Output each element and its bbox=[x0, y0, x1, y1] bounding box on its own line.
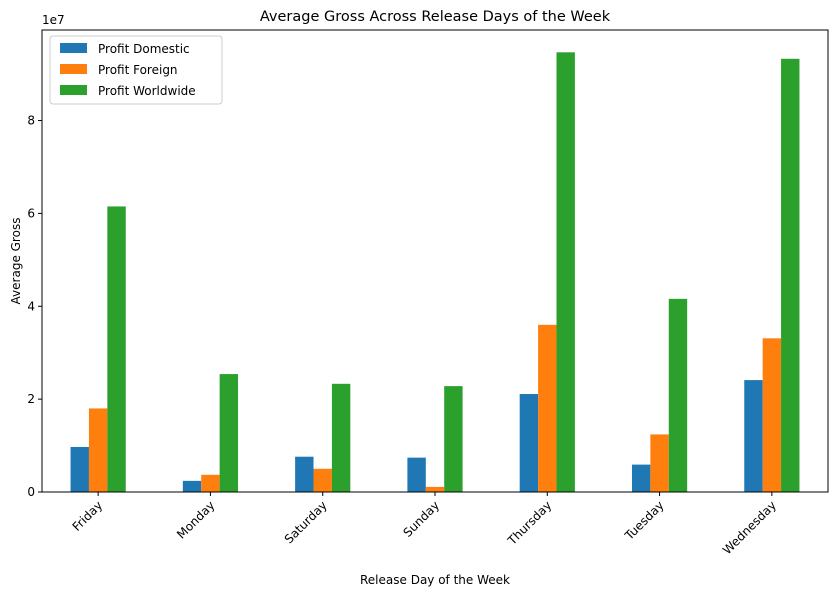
legend-label: Profit Domestic bbox=[98, 42, 190, 56]
bar-profit-domestic bbox=[631, 464, 651, 492]
legend-label: Profit Worldwide bbox=[98, 84, 196, 98]
bar-profit-domestic bbox=[295, 456, 314, 492]
x-tick-label: Thursday bbox=[504, 498, 554, 548]
x-tick-label: Saturday bbox=[282, 498, 330, 546]
y-axis-label: Average Gross bbox=[9, 218, 23, 305]
bar-profit-worldwide bbox=[668, 298, 688, 492]
chart-title: Average Gross Across Release Days of the… bbox=[260, 9, 611, 25]
bar-profit-worldwide bbox=[444, 386, 463, 492]
bar-profit-foreign bbox=[650, 434, 669, 492]
bar-profit-foreign bbox=[313, 468, 332, 492]
y-tick-label: 2 bbox=[27, 392, 35, 406]
bar-profit-worldwide bbox=[556, 52, 575, 492]
bar-profit-domestic bbox=[744, 380, 763, 492]
bar-profit-domestic bbox=[519, 394, 539, 492]
bar-profit-foreign bbox=[538, 324, 557, 492]
plot-frame bbox=[41, 29, 829, 493]
y-offset-label: 1e7 bbox=[42, 13, 65, 27]
bar-profit-foreign bbox=[88, 408, 108, 492]
bar-profit-worldwide bbox=[107, 206, 126, 493]
x-tick-label: Monday bbox=[174, 498, 217, 541]
legend-label: Profit Foreign bbox=[98, 63, 178, 77]
legend-swatch bbox=[60, 64, 87, 74]
y-tick-label: 6 bbox=[27, 206, 35, 220]
bar-profit-worldwide bbox=[219, 374, 239, 492]
bar-profit-domestic bbox=[70, 446, 89, 492]
legend-swatch bbox=[60, 85, 87, 95]
x-axis-label: Release Day of the Week bbox=[360, 573, 510, 587]
legend-box bbox=[49, 35, 223, 105]
x-tick-label: Sunday bbox=[400, 498, 442, 540]
y-tick-label: 0 bbox=[27, 485, 35, 499]
x-tick-label: Friday bbox=[70, 498, 106, 534]
bar-profit-domestic bbox=[407, 457, 426, 492]
bar-profit-foreign bbox=[762, 338, 782, 492]
x-tick-label: Tuesday bbox=[622, 498, 667, 543]
x-tick-label: Wednesday bbox=[720, 498, 779, 557]
y-tick-label: 4 bbox=[27, 299, 35, 313]
bar-profit-domestic bbox=[182, 480, 202, 492]
legend: Profit Domestic Profit Foreign Profit Wor… bbox=[49, 35, 223, 105]
legend-swatch bbox=[60, 43, 87, 53]
y-tick-label: 8 bbox=[27, 114, 35, 128]
bar-profit-foreign bbox=[425, 486, 445, 492]
bar-profit-worldwide bbox=[781, 58, 800, 493]
bar-profit-worldwide bbox=[331, 383, 351, 492]
bar-profit-foreign bbox=[201, 474, 220, 492]
